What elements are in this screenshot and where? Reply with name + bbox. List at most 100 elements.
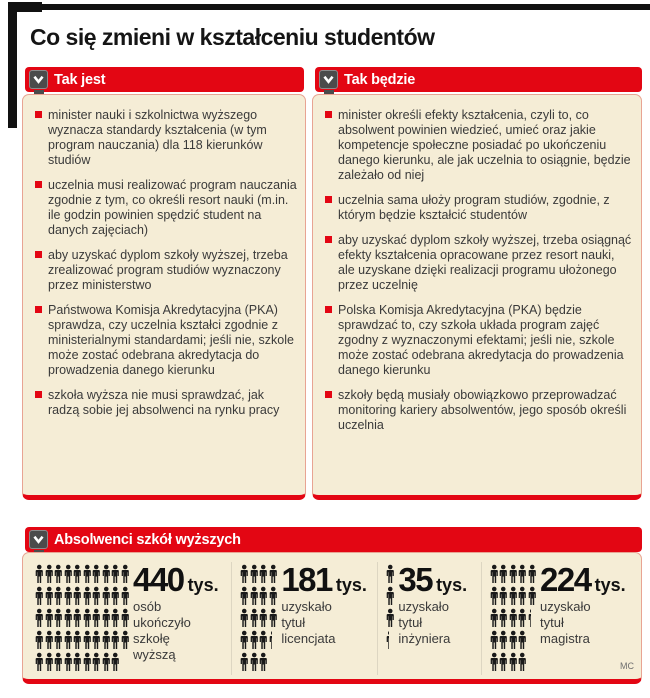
person-icon	[111, 608, 119, 628]
pictogram	[386, 564, 395, 650]
person-icon	[269, 630, 273, 650]
person-icon	[250, 652, 258, 672]
bullet-item: szkoły będą musiały obowiązkowo przeprow…	[325, 388, 633, 433]
chevron-down-icon	[29, 70, 48, 89]
bullet-text: Państwowa Komisja Akredytacyjna (PKA) sp…	[48, 303, 294, 377]
person-icon	[45, 564, 53, 584]
bullet-text: aby uzyskać dyplom szkoły wyższej, trzeb…	[48, 248, 288, 292]
person-icon	[83, 564, 91, 584]
person-icon	[102, 586, 110, 606]
bullet-square-icon	[325, 196, 332, 203]
person-icon	[73, 608, 81, 628]
person-icon	[102, 564, 110, 584]
stat-unit: tys.	[436, 575, 468, 595]
person-icon	[240, 586, 249, 606]
person-icon	[92, 630, 100, 650]
page-title: Co się zmieni w kształceniu studentów	[30, 24, 435, 50]
bullet-text: uczelnia musi realizować program nauczan…	[48, 178, 297, 237]
stat-number: 440	[133, 561, 185, 598]
person-partial-icon	[528, 608, 531, 628]
person-icon	[73, 586, 81, 606]
person-icon	[35, 564, 43, 584]
bullet-square-icon	[325, 306, 332, 313]
pictogram-row	[490, 586, 537, 606]
bullet-text: aby uzyskać dyplom szkoły wyższej, trzeb…	[338, 233, 632, 292]
chevron-down-icon	[319, 70, 338, 89]
header-label: Absolwenci szkół wyższych	[54, 531, 241, 548]
person-icon	[121, 630, 129, 650]
bullet-item: aby uzyskać dyplom szkoły wyższej, trzeb…	[325, 233, 633, 293]
person-icon	[54, 652, 62, 672]
person-icon	[269, 608, 277, 628]
stat-unit: tys.	[187, 575, 219, 595]
chevron-down-icon	[29, 530, 48, 549]
stat-label-line: uzyskało	[281, 598, 332, 614]
stat-label-line: licencjata	[281, 631, 336, 647]
person-icon	[102, 608, 110, 628]
person-icon	[35, 652, 43, 672]
stat-number: 224	[540, 561, 592, 598]
bullet-text: minister nauki i szkolnictwa wyższego wy…	[48, 108, 267, 167]
person-icon	[490, 652, 498, 672]
person-icon	[54, 564, 62, 584]
pictogram-row	[35, 564, 129, 584]
stat-value: 35 tys.	[398, 563, 468, 596]
stat-label: uzyskało tytuł licencjata	[281, 599, 367, 648]
person-icon	[386, 608, 394, 628]
person-icon	[83, 652, 91, 672]
person-icon	[509, 586, 517, 606]
person-icon	[92, 586, 100, 606]
person-icon	[64, 564, 72, 584]
panel-tak-bedzie: minister określi efekty kształcenia, czy…	[312, 94, 642, 500]
pictogram-row	[490, 630, 537, 650]
person-icon	[240, 652, 249, 672]
pictogram-row	[240, 630, 277, 650]
person-icon	[518, 652, 526, 672]
stat-label-line: wyższą	[133, 647, 176, 663]
group-text: 181 tys. uzyskało tytuł licencjata	[281, 563, 367, 648]
person-icon	[509, 630, 517, 650]
pictogram-row	[490, 608, 537, 628]
group-text: 35 tys. uzyskało tytuł inżyniera	[398, 563, 468, 647]
pictogram-row	[490, 652, 537, 672]
corner-rule	[8, 2, 42, 12]
person-icon	[490, 564, 498, 584]
person-icon	[518, 586, 526, 606]
bullet-text: uczelnia sama ułoży program studiów, zgo…	[338, 193, 610, 222]
person-icon	[518, 564, 526, 584]
person-icon	[73, 652, 81, 672]
person-icon	[509, 564, 517, 584]
stat-label-line: osób	[133, 598, 162, 614]
stat-label-line: uzyskało	[540, 598, 591, 614]
pictogram	[240, 564, 277, 672]
bullet-item: uczelnia musi realizować program nauczan…	[35, 178, 297, 238]
pictogram-row	[35, 586, 129, 606]
bullet-square-icon	[35, 251, 42, 258]
bullet-item: uczelnia sama ułoży program studiów, zgo…	[325, 193, 633, 223]
person-icon	[35, 586, 43, 606]
bullet-text: minister określi efekty kształcenia, czy…	[338, 108, 631, 182]
bullet-square-icon	[325, 111, 332, 118]
pictogram-row	[35, 652, 129, 672]
person-icon	[499, 630, 507, 650]
bullet-square-icon	[325, 236, 332, 243]
pictogram-row	[386, 608, 395, 628]
bullet-square-icon	[325, 391, 332, 398]
person-icon	[73, 630, 81, 650]
person-icon	[35, 608, 43, 628]
person-icon	[102, 652, 110, 672]
person-icon	[490, 586, 498, 606]
stat-label: uzyskało tytuł magistra	[540, 599, 626, 648]
person-icon	[499, 564, 507, 584]
person-icon	[111, 652, 119, 672]
bullet-square-icon	[35, 181, 42, 188]
graduate-group-ukonczylo: 440 tys. osób ukończyło szkołę wyższą	[31, 562, 231, 675]
bullet-square-icon	[35, 111, 42, 118]
person-icon	[528, 564, 536, 584]
graduate-group-magister: 224 tys. uzyskało tytuł magistra	[480, 561, 637, 675]
person-icon	[83, 586, 91, 606]
person-icon	[102, 630, 110, 650]
person-icon	[83, 630, 91, 650]
person-icon	[45, 608, 53, 628]
person-icon	[528, 586, 536, 606]
